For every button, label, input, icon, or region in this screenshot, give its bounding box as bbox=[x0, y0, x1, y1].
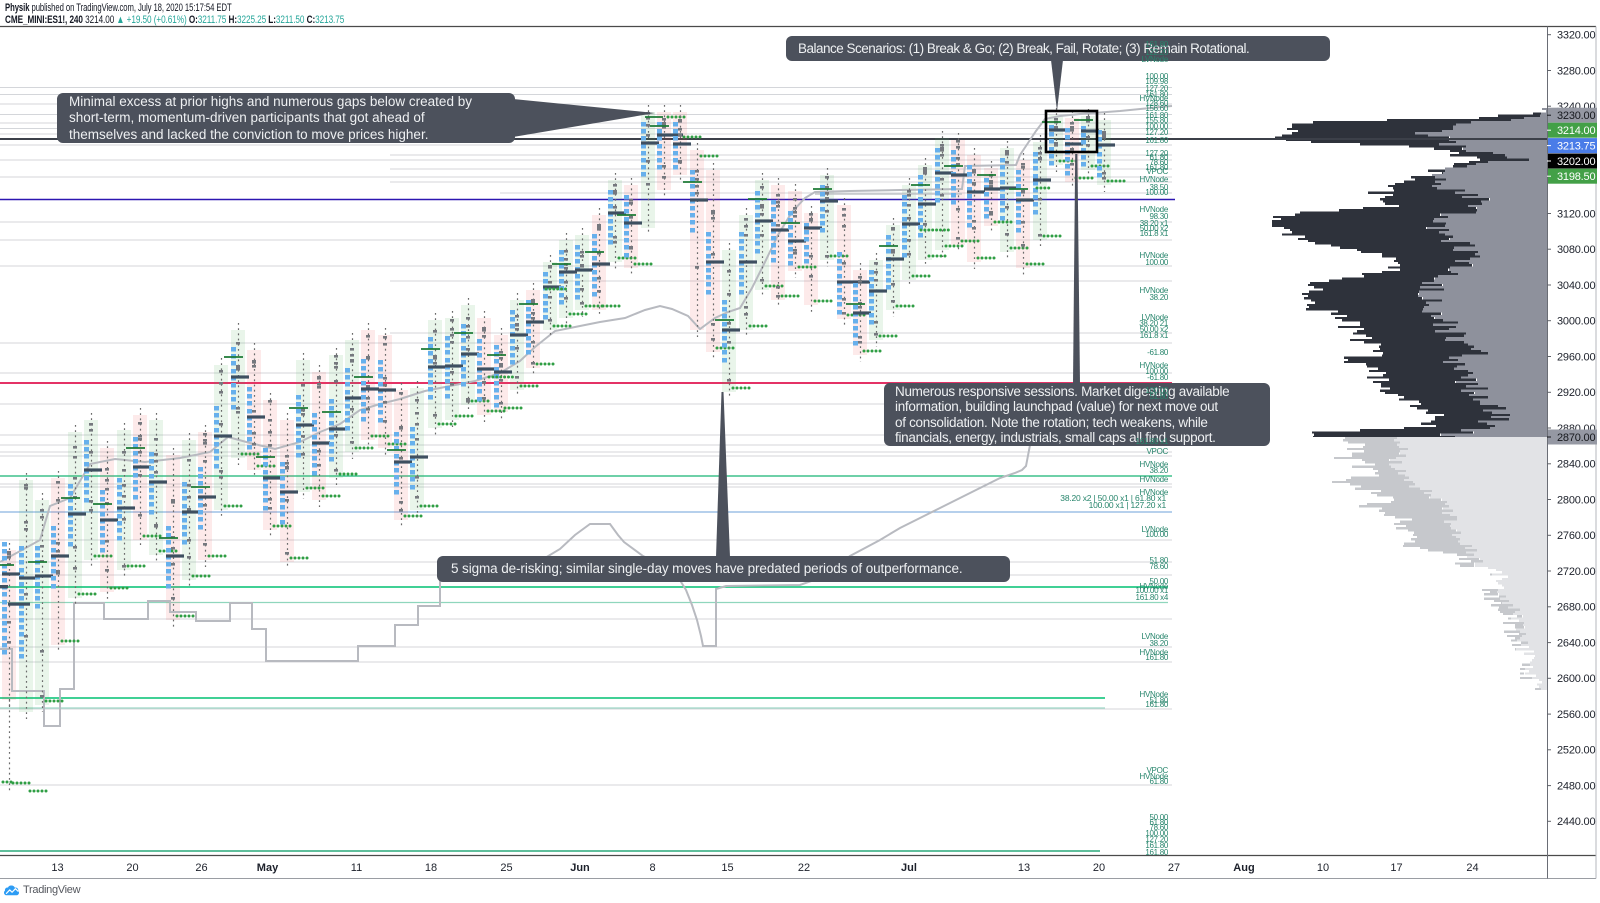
svg-text:13: 13 bbox=[51, 862, 63, 874]
svg-text:Aug: Aug bbox=[1233, 862, 1254, 874]
svg-text:3320.00: 3320.00 bbox=[1557, 30, 1595, 42]
svg-text:2960.00: 2960.00 bbox=[1557, 351, 1595, 363]
svg-text:2800.00: 2800.00 bbox=[1557, 494, 1595, 506]
svg-text:3080.00: 3080.00 bbox=[1557, 244, 1595, 256]
svg-text:25: 25 bbox=[500, 862, 512, 874]
svg-text:15: 15 bbox=[721, 862, 733, 874]
svg-text:2760.00: 2760.00 bbox=[1557, 530, 1595, 542]
svg-text:3202.00: 3202.00 bbox=[1557, 156, 1595, 168]
svg-text:11: 11 bbox=[351, 862, 362, 874]
svg-text:20: 20 bbox=[126, 862, 138, 874]
svg-text:26: 26 bbox=[195, 862, 207, 874]
svg-text:2640.00: 2640.00 bbox=[1557, 637, 1595, 649]
svg-text:2480.00: 2480.00 bbox=[1557, 780, 1595, 792]
svg-text:22: 22 bbox=[798, 862, 810, 874]
svg-text:2870.00: 2870.00 bbox=[1557, 432, 1595, 444]
svg-text:3198.50: 3198.50 bbox=[1557, 171, 1595, 183]
svg-text:3000.00: 3000.00 bbox=[1557, 316, 1595, 328]
svg-text:Jun: Jun bbox=[570, 862, 590, 874]
svg-text:3230.00: 3230.00 bbox=[1557, 110, 1595, 122]
svg-text:3280.00: 3280.00 bbox=[1557, 65, 1595, 77]
svg-text:Jul: Jul bbox=[901, 862, 917, 874]
svg-text:10: 10 bbox=[1317, 862, 1329, 874]
svg-text:20: 20 bbox=[1093, 862, 1105, 874]
svg-text:2560.00: 2560.00 bbox=[1557, 709, 1595, 721]
svg-text:2680.00: 2680.00 bbox=[1557, 602, 1595, 614]
svg-text:8: 8 bbox=[649, 862, 655, 874]
svg-text:3120.00: 3120.00 bbox=[1557, 208, 1595, 220]
svg-text:18: 18 bbox=[425, 862, 437, 874]
svg-text:2520.00: 2520.00 bbox=[1557, 745, 1595, 757]
svg-text:2600.00: 2600.00 bbox=[1557, 673, 1595, 685]
svg-text:May: May bbox=[257, 862, 279, 874]
svg-text:2440.00: 2440.00 bbox=[1557, 816, 1595, 828]
svg-text:13: 13 bbox=[1018, 862, 1030, 874]
svg-text:2840.00: 2840.00 bbox=[1557, 459, 1595, 471]
svg-text:17: 17 bbox=[1390, 862, 1402, 874]
svg-text:27: 27 bbox=[1168, 862, 1180, 874]
svg-text:3214.00: 3214.00 bbox=[1557, 125, 1595, 137]
svg-text:2920.00: 2920.00 bbox=[1557, 387, 1595, 399]
svg-text:2720.00: 2720.00 bbox=[1557, 566, 1595, 578]
svg-text:3213.75: 3213.75 bbox=[1557, 141, 1595, 153]
svg-text:24: 24 bbox=[1466, 862, 1478, 874]
svg-text:3040.00: 3040.00 bbox=[1557, 280, 1595, 292]
